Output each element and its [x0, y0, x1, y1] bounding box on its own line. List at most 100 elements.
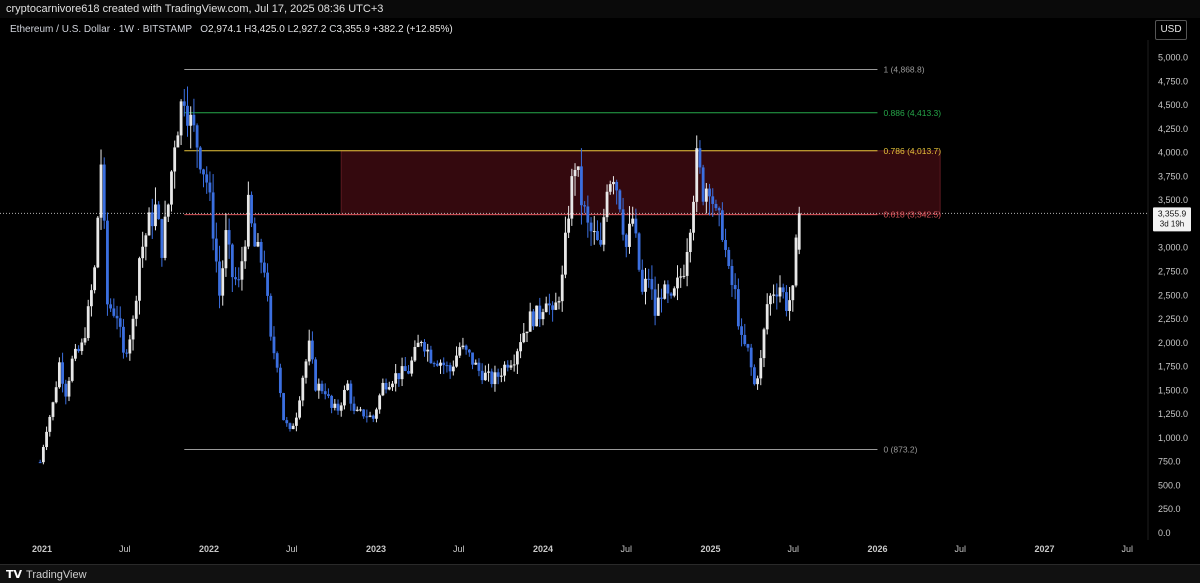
- candle-body: [343, 389, 346, 406]
- candle-body: [278, 367, 282, 394]
- candle-body: [134, 300, 138, 319]
- candle-body: [637, 233, 641, 270]
- candle-body: [797, 213, 801, 250]
- y-tick-label: 4,500.0: [1158, 100, 1188, 110]
- candle-body: [615, 181, 619, 191]
- candle-body: [400, 366, 404, 380]
- x-tick-label: 2021: [32, 544, 52, 554]
- fib-level-label: 0.886 (4,413.3): [883, 108, 941, 118]
- candle-body: [573, 169, 577, 177]
- candle-body: [656, 297, 660, 316]
- resistance-zone[interactable]: [340, 150, 941, 216]
- candle-body: [330, 395, 334, 408]
- currency-button[interactable]: USD: [1155, 20, 1187, 40]
- candle-body: [618, 190, 622, 210]
- symbol-info-bar[interactable]: Ethereum / U.S. Dollar · 1W · BITSTAMP O…: [10, 24, 453, 35]
- candle-body: [580, 166, 583, 206]
- y-tick-label: 250.0: [1158, 504, 1181, 514]
- candle-body: [109, 304, 113, 309]
- candle-body: [391, 383, 394, 388]
- candle-body: [179, 101, 183, 136]
- candle-body: [483, 372, 487, 381]
- candle-body: [759, 358, 763, 379]
- y-tick-label: 4,750.0: [1158, 76, 1188, 86]
- current-price-badge[interactable]: [1153, 207, 1191, 232]
- candle-body: [522, 333, 526, 343]
- candle-body: [272, 336, 276, 354]
- candle-body: [487, 371, 490, 373]
- candle-body: [262, 262, 266, 273]
- candle-body: [477, 362, 481, 371]
- candle-body: [362, 409, 366, 417]
- candle-body: [250, 194, 253, 224]
- fib-level-label: 0 (873.2): [883, 444, 917, 454]
- candle-body: [765, 304, 769, 330]
- candle-body: [570, 176, 574, 219]
- candle-body: [77, 348, 81, 352]
- candle-body: [461, 345, 465, 348]
- candle-body: [688, 232, 692, 253]
- candle-body: [730, 266, 734, 286]
- candle-body: [416, 342, 420, 347]
- candle-body: [173, 147, 177, 172]
- y-tick-label: 4,250.0: [1158, 124, 1188, 134]
- candle-body: [176, 135, 180, 148]
- candle-body: [724, 239, 727, 250]
- tradingview-logo[interactable]: TV TradingView: [6, 568, 87, 581]
- candle-body: [301, 377, 305, 401]
- candle-body: [259, 242, 263, 263]
- y-tick-label: 3,750.0: [1158, 171, 1188, 181]
- candle-body: [333, 403, 337, 408]
- candle-body: [38, 462, 42, 464]
- y-tick-label: 2,250.0: [1158, 314, 1188, 324]
- candle-body: [410, 360, 414, 374]
- candle-body: [294, 417, 298, 426]
- y-tick-label: 2,500.0: [1158, 290, 1188, 300]
- candle-body: [423, 342, 426, 352]
- x-tick-label: 2026: [867, 544, 887, 554]
- candle-body: [644, 278, 647, 292]
- chart-frame[interactable]: [0, 18, 1200, 564]
- candle-body: [86, 306, 90, 339]
- candle-body: [403, 366, 407, 372]
- candle-body: [291, 425, 295, 430]
- candle-body: [480, 370, 484, 381]
- candle-body: [202, 169, 205, 175]
- candle-body: [54, 387, 58, 403]
- candle-body: [141, 246, 145, 259]
- candle-body: [631, 218, 635, 224]
- high-label: H: [244, 24, 252, 35]
- candle-body: [70, 358, 74, 381]
- candle-body: [61, 362, 64, 384]
- candle-body: [506, 364, 510, 368]
- candle-body: [467, 349, 471, 353]
- x-tick-label: Jul: [453, 544, 465, 554]
- candle-body: [541, 312, 545, 320]
- candle-body: [182, 101, 186, 106]
- high-value: 3,425.0: [251, 24, 285, 35]
- candle-body: [323, 391, 327, 395]
- candle-body: [772, 294, 775, 296]
- candle-body: [80, 342, 84, 352]
- candle-body: [368, 415, 372, 417]
- candle-body: [531, 311, 535, 327]
- candle-body: [426, 349, 430, 352]
- candle-body: [756, 378, 759, 385]
- candle-body: [612, 181, 615, 185]
- open-label: O: [200, 24, 209, 35]
- candle-body: [298, 400, 301, 418]
- candle-body: [160, 219, 164, 258]
- candle-body: [794, 237, 798, 286]
- y-tick-label: 1,500.0: [1158, 385, 1188, 395]
- candle-body: [560, 274, 564, 302]
- symbol-pair[interactable]: Ethereum / U.S. Dollar · 1W · BITSTAMP: [10, 24, 192, 35]
- candle-body: [192, 114, 196, 126]
- candle-body: [208, 182, 212, 193]
- x-tick-label: Jul: [1122, 544, 1134, 554]
- candle-body: [567, 218, 571, 233]
- candle-body: [781, 287, 785, 293]
- candle-body: [224, 230, 228, 269]
- candle-body: [711, 196, 715, 204]
- y-tick-label: 750.0: [1158, 457, 1181, 467]
